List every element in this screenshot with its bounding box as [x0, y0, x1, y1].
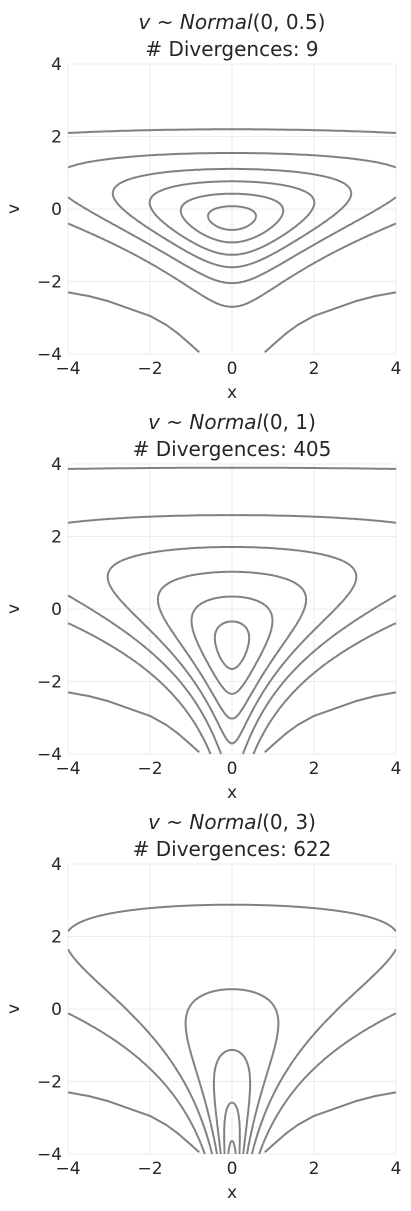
boundary-line-1: [67, 1091, 200, 1153]
y-tick-label: −2: [37, 1073, 62, 1093]
x-tick-label: 4: [391, 359, 402, 379]
density-contour-6: [213, 620, 251, 670]
chart-title-part: (0, 0.5): [253, 10, 326, 34]
x-tick-label: 4: [391, 1159, 402, 1179]
x-tick-label: 0: [227, 359, 238, 379]
chart-title-part: v: [139, 10, 152, 34]
chart-title-part: (0, 3): [262, 810, 316, 834]
y-tick-label: 0: [51, 600, 62, 620]
boundary-line-2: [264, 1091, 397, 1153]
density-contour-1: [68, 1012, 396, 1154]
density-contour-2: [68, 152, 396, 285]
x-axis-label: x: [227, 783, 237, 803]
chart-title: v ~ Normal(0, 1): [148, 410, 316, 434]
x-tick-label: −2: [137, 759, 162, 779]
density-contour-4: [212, 1048, 252, 1154]
chart-title: v ~ Normal(0, 3): [148, 810, 316, 834]
chart-title-part: v: [148, 410, 161, 434]
chart-title: v ~ Normal(0, 0.5): [139, 10, 326, 34]
x-tick-label: 0: [227, 759, 238, 779]
density-contour-4: [148, 180, 316, 256]
x-tick-label: −2: [137, 359, 162, 379]
chart-title-part: Normal: [180, 10, 253, 34]
x-tick-label: 2: [309, 359, 320, 379]
x-tick-label: 2: [309, 759, 320, 779]
y-tick-label: −4: [37, 1145, 62, 1165]
chart-title-part: (0, 1): [262, 410, 316, 434]
chart-subtitle: # Divergences: 405: [133, 437, 332, 461]
x-tick-label: 4: [391, 759, 402, 779]
density-contour-2: [68, 903, 396, 1154]
y-axis-label: v: [4, 204, 24, 214]
density-contour-3: [111, 167, 353, 269]
y-tick-label: 4: [51, 55, 62, 75]
chart-title-part: ~: [150, 10, 179, 34]
x-axis-label: x: [227, 1183, 237, 1203]
density-contour-6: [206, 205, 258, 231]
panel-3: v ~ Normal(0, 3) # Divergences: 622 −4 −2 0 2…: [4, 810, 401, 1203]
boundary-line-2: [264, 691, 397, 753]
panel-1: v ~ Normal(0, 0.5) # Divergences: 9 −4 −2 0 2…: [4, 10, 401, 403]
y-tick-label: 4: [51, 455, 62, 475]
y-tick-label: −4: [37, 745, 62, 765]
x-tick-label: 0: [227, 1159, 238, 1179]
density-contour-3: [106, 546, 358, 745]
chart-subtitle: # Divergences: 622: [133, 837, 332, 861]
x-tick-label: 2: [309, 1159, 320, 1179]
boundary-line-1: [67, 691, 200, 753]
y-axis-label: v: [4, 1004, 24, 1014]
chart-title-part: ~: [160, 410, 189, 434]
density-contour-1: [68, 128, 396, 308]
y-tick-label: 2: [51, 128, 62, 148]
y-tick-label: 0: [51, 1000, 62, 1020]
x-tick-label: −4: [55, 359, 80, 379]
density-contour-3: [184, 988, 280, 1154]
chart-subtitle: # Divergences: 9: [145, 37, 318, 61]
x-tick-label: −4: [55, 1159, 80, 1179]
y-tick-label: 2: [51, 528, 62, 548]
y-tick-label: 2: [51, 928, 62, 948]
panel-2: v ~ Normal(0, 1) # Divergences: 405 −4 −2 0 2…: [4, 410, 401, 803]
boundary-line-2: [264, 291, 397, 353]
x-axis-label: x: [227, 383, 237, 403]
density-contour-5: [179, 192, 285, 244]
density-contour-1: [68, 466, 396, 754]
y-axis-label: v: [4, 604, 24, 614]
density-contour-2: [68, 514, 396, 754]
chart-title-part: v: [148, 810, 161, 834]
density-contour-5: [223, 1101, 241, 1154]
chart-title-part: ~: [160, 810, 189, 834]
x-tick-label: −2: [137, 1159, 162, 1179]
density-contour-5: [190, 595, 274, 695]
density-contour-6: [227, 1139, 237, 1154]
chart-title-part: Normal: [189, 810, 262, 834]
y-tick-label: 4: [51, 855, 62, 875]
chart-title-part: Normal: [189, 410, 262, 434]
y-tick-label: −4: [37, 345, 62, 365]
boundary-line-1: [67, 291, 200, 353]
y-tick-label: −2: [37, 673, 62, 693]
y-tick-label: −2: [37, 273, 62, 293]
density-contour-4: [156, 570, 308, 720]
y-tick-label: 0: [51, 200, 62, 220]
x-tick-label: −4: [55, 759, 80, 779]
